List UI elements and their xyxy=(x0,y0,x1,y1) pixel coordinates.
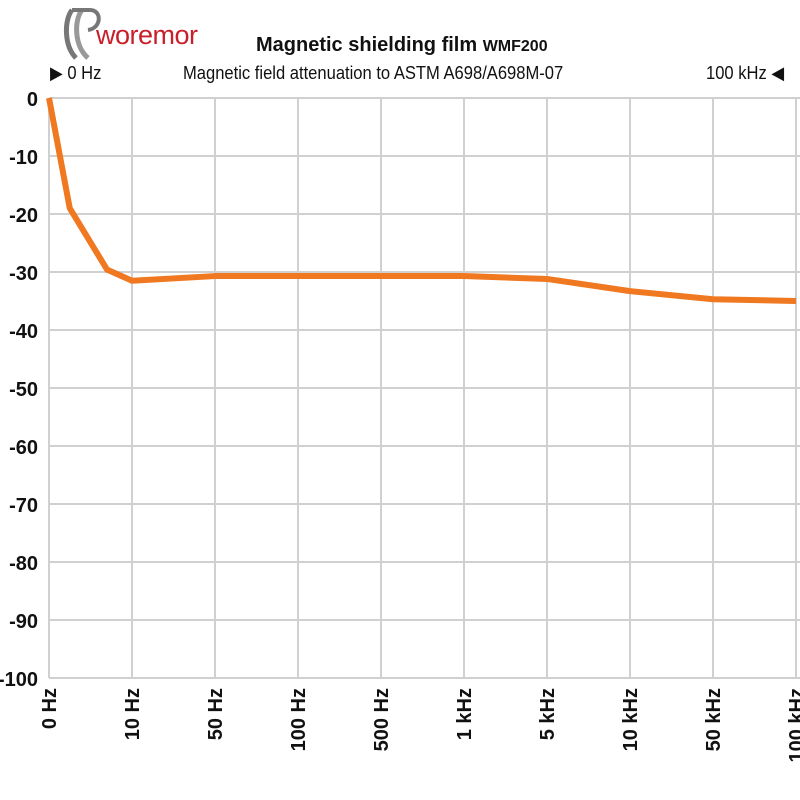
x-tick-label: 5 kHz xyxy=(537,688,559,740)
x-tick-label: 50 kHz xyxy=(703,688,725,751)
x-tick-label: 500 Hz xyxy=(371,688,393,751)
triangle-left-icon: ◀ xyxy=(771,63,785,83)
range-end: 100 kHz ◀ xyxy=(706,63,784,84)
y-tick-label: -80 xyxy=(9,553,38,575)
y-tick-label: -40 xyxy=(9,321,38,343)
chart-title: Magnetic shielding film WMF200 xyxy=(256,34,548,57)
y-tick-label: -60 xyxy=(9,437,38,459)
x-tick-label: 10 Hz xyxy=(122,688,144,740)
y-tick-label: -10 xyxy=(9,147,38,169)
range-end-label: 100 kHz xyxy=(706,63,767,83)
x-tick-label: 0 Hz xyxy=(39,688,61,729)
y-tick-label: -20 xyxy=(9,205,38,227)
title-text: Magnetic shielding film xyxy=(256,34,478,56)
y-tick-label: -30 xyxy=(9,263,38,285)
y-tick-label: -90 xyxy=(9,611,38,633)
y-tick-label: -50 xyxy=(9,379,38,401)
x-tick-label: 100 Hz xyxy=(288,688,310,751)
logo-text: woremor xyxy=(96,20,198,50)
model-text: WMF200 xyxy=(482,38,548,55)
x-tick-label: 50 Hz xyxy=(205,688,227,740)
y-tick-label: 0 xyxy=(27,89,38,111)
triangle-right-icon: ▶ xyxy=(50,63,63,83)
y-tick-label: -100 xyxy=(0,669,38,691)
x-tick-label: 10 kHz xyxy=(620,688,642,751)
range-start-label: 0 Hz xyxy=(67,63,102,83)
x-tick-label: 100 kHz xyxy=(786,688,800,763)
series-line xyxy=(46,97,797,304)
logo-mark xyxy=(64,8,101,60)
x-tick-label: 1 kHz xyxy=(454,688,476,740)
y-tick-label: -70 xyxy=(9,495,38,517)
range-start: ▶ 0 Hz xyxy=(50,63,101,84)
chart-subtitle: Magnetic field attenuation to ASTM A698/… xyxy=(183,63,564,83)
